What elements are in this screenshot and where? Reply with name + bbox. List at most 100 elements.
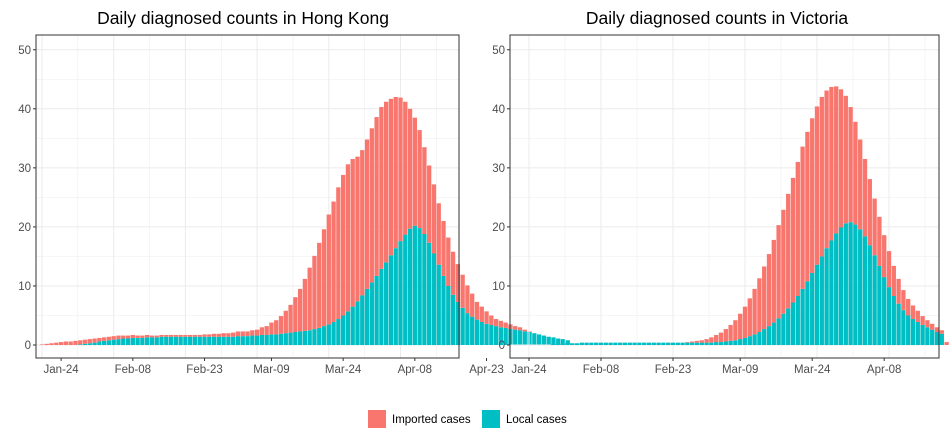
bar-imported <box>704 339 709 343</box>
bar-local <box>254 335 260 346</box>
bar-imported <box>441 221 446 276</box>
bar-imported <box>694 340 700 343</box>
bar-local <box>101 340 107 346</box>
bar-local <box>164 336 169 346</box>
bar-imported <box>321 229 327 327</box>
bar-local <box>331 321 336 346</box>
bar-imported <box>145 334 150 338</box>
bar-imported <box>97 337 102 342</box>
bar-local <box>274 334 279 346</box>
bar-local <box>116 339 121 346</box>
bar-local <box>345 311 351 346</box>
plot-area: 0 10 20 30 40 50 Jan-24 Feb-08 Feb-23 Mar-09 Mar-2… <box>492 34 949 376</box>
bar-imported <box>355 156 360 302</box>
bar-imported <box>168 334 174 337</box>
bar-imported <box>235 331 241 337</box>
bar-local <box>321 326 327 346</box>
bar-imported <box>886 251 892 288</box>
bar-local <box>269 334 274 346</box>
bar-local <box>618 342 623 346</box>
bar-imported <box>776 225 781 319</box>
bar-imported <box>790 177 796 303</box>
bar-imported <box>853 121 858 225</box>
bar-imported <box>910 305 916 320</box>
x-tick-label: Mar-24 <box>325 364 362 376</box>
bar-imported <box>92 338 97 343</box>
bar-local <box>838 227 844 346</box>
bar-imported <box>819 97 824 257</box>
bar-imported <box>489 315 494 325</box>
x-tick-label: Mar-09 <box>253 364 289 376</box>
bar-imported <box>384 101 389 263</box>
bar-local <box>503 327 508 346</box>
bar-imported <box>690 341 695 343</box>
bar-local <box>694 342 700 346</box>
bar-imported <box>810 118 815 273</box>
bar-imported <box>116 335 121 340</box>
bar-local <box>555 343 560 346</box>
bar-local <box>297 331 303 346</box>
y-tick-label: 10 <box>492 281 505 293</box>
bar-local <box>843 223 848 346</box>
bar-imported <box>527 331 532 333</box>
bar-imported <box>915 310 920 322</box>
bar-imported <box>901 290 906 311</box>
x-tick-label: Mar-09 <box>722 364 758 376</box>
y-tick-label: 50 <box>18 45 31 57</box>
bar-local <box>786 308 791 346</box>
bar-local <box>417 228 422 346</box>
bar-imported <box>838 89 844 228</box>
bar-local <box>781 313 786 346</box>
bar-imported <box>278 316 284 334</box>
bar-imported <box>934 327 940 333</box>
legend-key-imported <box>368 410 386 428</box>
bar-local <box>427 242 432 346</box>
bar-local <box>517 330 523 346</box>
bar-imported <box>800 146 805 289</box>
bar-local <box>738 339 743 346</box>
bar-imported <box>264 326 269 335</box>
bar-imported <box>805 131 810 282</box>
bar-local <box>250 335 255 346</box>
x-tick-label: Mar-24 <box>794 364 831 376</box>
bar-imported <box>699 340 704 343</box>
bar-local <box>379 268 384 346</box>
bar-local <box>656 342 661 346</box>
bar-imported <box>135 335 140 338</box>
bar-imported <box>752 288 757 335</box>
bar-local <box>906 315 911 346</box>
bar-imported <box>173 334 178 337</box>
bar-imported <box>82 339 88 344</box>
bar-local <box>853 224 858 346</box>
bar-local <box>149 337 155 346</box>
bar-imported <box>221 333 226 337</box>
bar-local <box>939 333 944 346</box>
bar-local <box>670 342 676 346</box>
bar-imported <box>427 165 432 243</box>
bar-imported <box>369 128 374 283</box>
bar-imported <box>484 311 489 324</box>
bar-local <box>135 337 140 346</box>
bar-imported <box>718 332 724 343</box>
bar-imported <box>723 329 728 342</box>
bar-local <box>403 234 408 346</box>
bar-local <box>336 319 341 346</box>
bar-local <box>814 264 820 346</box>
bar-local <box>202 336 207 346</box>
bar-imported <box>202 334 207 337</box>
bar-local <box>340 315 346 346</box>
bar-imported <box>882 235 887 278</box>
bar-local <box>527 332 532 346</box>
bar-local <box>771 322 776 346</box>
bar-local <box>106 340 112 346</box>
bar-imported <box>149 335 155 338</box>
bar-local <box>422 233 427 346</box>
bar-imported <box>293 297 298 333</box>
bar-local <box>546 336 551 346</box>
bar-local <box>560 343 565 346</box>
bar-imported <box>709 337 714 343</box>
bar-local <box>211 336 217 346</box>
y-tick-label: 10 <box>18 281 31 293</box>
bar-imported <box>269 322 274 335</box>
